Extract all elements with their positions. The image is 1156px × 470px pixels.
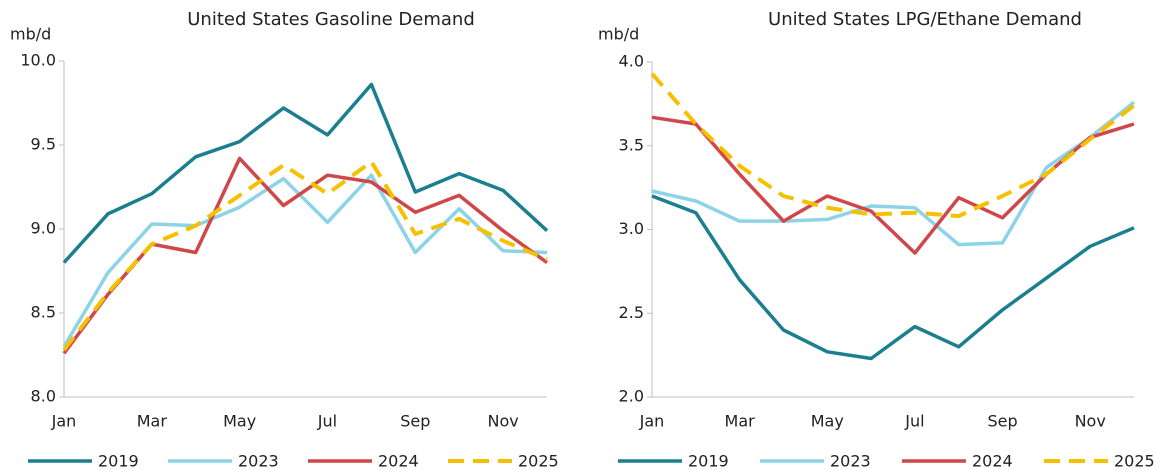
legend-label: 2024 (378, 452, 419, 470)
legend-label: 2019 (98, 452, 139, 470)
chart-title: United States Gasoline Demand (187, 9, 475, 30)
y-tick-label: 10.0 (20, 51, 56, 70)
x-tick-label: Sep (400, 412, 430, 431)
y-axis-label: mb/d (10, 25, 51, 44)
legend-label: 2023 (238, 452, 279, 470)
legend-label: 2025 (518, 452, 559, 470)
y-axis-label: mb/d (598, 25, 639, 44)
line-series (650, 72, 1136, 219)
y-tick-label: 9.0 (31, 219, 56, 238)
line-series (651, 194, 1135, 361)
legend-label: 2024 (972, 452, 1013, 470)
x-tick-label: Nov (487, 412, 518, 431)
legend-label: 2025 (1114, 452, 1155, 470)
line-series (62, 173, 548, 348)
x-tick-label: Nov (1075, 412, 1106, 431)
y-tick-label: 3.5 (619, 135, 644, 154)
legend-label: 2019 (688, 452, 729, 470)
x-tick-label: May (223, 412, 256, 431)
y-tick-label: 4.0 (619, 52, 644, 71)
y-tick-label: 3.0 (619, 219, 644, 238)
chart-title: United States LPG/Ethane Demand (768, 9, 1082, 30)
legend-label: 2023 (830, 452, 871, 470)
y-tick-label: 2.5 (619, 303, 644, 322)
x-tick-label: Jul (904, 412, 924, 431)
line-series (62, 82, 549, 264)
line-series (62, 156, 549, 355)
x-tick-label: Mar (137, 412, 168, 431)
x-tick-label: Jul (317, 412, 337, 431)
line-series (651, 100, 1136, 247)
y-tick-label: 8.0 (31, 387, 56, 406)
x-tick-label: Jan (639, 412, 665, 431)
x-tick-label: Sep (987, 412, 1017, 431)
y-tick-label: 9.5 (31, 135, 56, 154)
x-tick-label: Mar (725, 412, 756, 431)
line-series (651, 115, 1135, 255)
x-tick-label: Jan (51, 412, 77, 431)
y-tick-label: 2.0 (619, 387, 644, 406)
y-tick-label: 8.5 (31, 303, 56, 322)
x-tick-label: May (811, 412, 844, 431)
line-series (62, 159, 548, 352)
